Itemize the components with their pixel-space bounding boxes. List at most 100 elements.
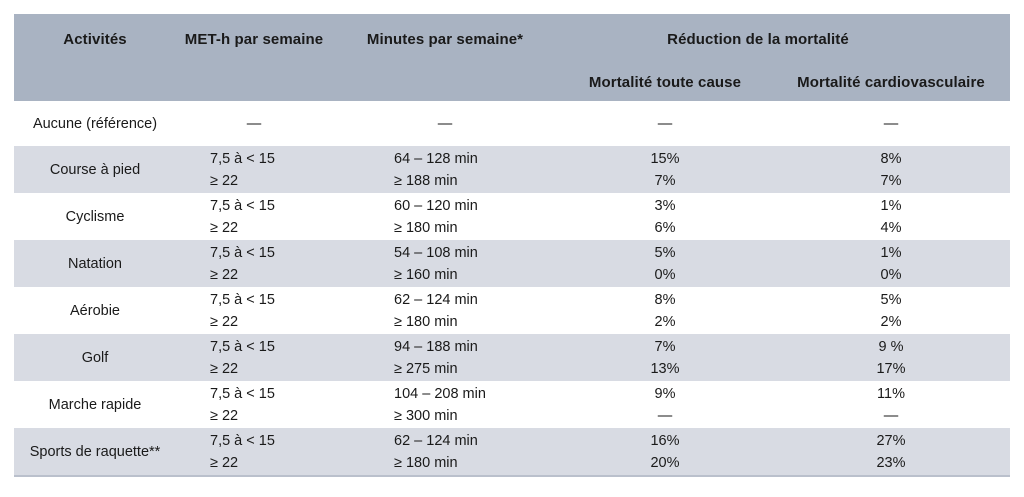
cell-line: 7% (654, 338, 676, 355)
cell-line: 4% (880, 219, 902, 236)
cell-line: ≥ 275 min (394, 360, 458, 377)
cell-line: ≥ 180 min (394, 219, 458, 236)
column-header-all-cause-mortality: Mortalité toute cause (588, 74, 742, 91)
activity-cell: Sports de raquette** (29, 443, 161, 460)
all-cause-cell: 16% 20% (558, 428, 772, 475)
minutes-cell: 54 – 108 min ≥ 160 min (332, 240, 558, 287)
cell-line: ≥ 180 min (394, 454, 458, 471)
cardio-cell: 9 % 17% (772, 334, 1010, 381)
table-row: Marche rapide 7,5 à < 15 ≥ 22 104 – 208 m… (14, 381, 1010, 428)
table-row: Cyclisme 7,5 à < 15 ≥ 22 60 – 120 min ≥ 18… (14, 193, 1010, 240)
cell-line: 16% (650, 432, 680, 449)
all-cause-cell: 3% 6% (558, 193, 772, 240)
cell-line: — (883, 407, 899, 424)
all-cause-cell: 7% 13% (558, 334, 772, 381)
cell-line: 7,5 à < 15 (210, 385, 275, 402)
table-header: Activités MET-h par semaine Minutes par … (14, 14, 1010, 101)
cell-line: ≥ 22 (210, 313, 239, 330)
all-cause-cell: — (657, 115, 673, 132)
cell-line: 62 – 124 min (394, 432, 478, 449)
column-header-activities: Activités (63, 30, 127, 48)
cell-line: 20% (650, 454, 680, 471)
minutes-cell: — (437, 115, 453, 132)
cell-line: 1% (880, 244, 902, 261)
column-header-group-mortality-reduction: Réduction de la mortalité (667, 30, 849, 48)
cell-line: 7% (654, 172, 676, 189)
cardio-cell: 11% — (772, 381, 1010, 428)
minutes-cell: 60 – 120 min ≥ 180 min (332, 193, 558, 240)
cell-line: 6% (654, 219, 676, 236)
cardio-cell: 1% 0% (772, 240, 1010, 287)
met-cell: 7,5 à < 15 ≥ 22 (176, 428, 332, 475)
cell-line: 104 – 208 min (394, 385, 486, 402)
cell-line: 94 – 188 min (394, 338, 478, 355)
met-cell: 7,5 à < 15 ≥ 22 (176, 193, 332, 240)
cell-line: 7,5 à < 15 (210, 150, 275, 167)
cell-line: ≥ 22 (210, 266, 239, 283)
activity-cell: Course à pied (49, 161, 141, 178)
cell-line: ≥ 22 (210, 407, 239, 424)
mortality-reduction-table: Activités MET-h par semaine Minutes par … (14, 14, 1010, 477)
activity-cell: Aucune (référence) (32, 115, 158, 132)
cell-line: 27% (876, 432, 906, 449)
table-body: Course à pied 7,5 à < 15 ≥ 22 64 – 128 mi… (14, 146, 1010, 475)
cell-line: 11% (877, 385, 905, 402)
all-cause-cell: 15% 7% (558, 146, 772, 193)
minutes-cell: 62 – 124 min ≥ 180 min (332, 428, 558, 475)
cell-line: 0% (654, 266, 676, 283)
cell-line: 23% (876, 454, 906, 471)
cell-line: 0% (880, 266, 902, 283)
cardio-cell: 5% 2% (772, 287, 1010, 334)
all-cause-cell: 5% 0% (558, 240, 772, 287)
cell-line: 7,5 à < 15 (210, 197, 275, 214)
cell-line: ≥ 188 min (394, 172, 458, 189)
all-cause-cell: 8% 2% (558, 287, 772, 334)
all-cause-cell: 9% — (558, 381, 772, 428)
cell-line: 60 – 120 min (394, 197, 478, 214)
cell-line: 64 – 128 min (394, 150, 478, 167)
cell-line: 7,5 à < 15 (210, 291, 275, 308)
cell-line: ≥ 160 min (394, 266, 458, 283)
cell-line: 15% (650, 150, 680, 167)
cell-line: 8% (654, 291, 676, 308)
cardio-cell: 27% 23% (772, 428, 1010, 475)
cell-line: 54 – 108 min (394, 244, 478, 261)
cell-line: ≥ 22 (210, 219, 239, 236)
met-cell: 7,5 à < 15 ≥ 22 (176, 381, 332, 428)
column-header-cardiovascular-mortality: Mortalité cardiovasculaire (797, 74, 985, 91)
cardio-cell: 8% 7% (772, 146, 1010, 193)
minutes-cell: 62 – 124 min ≥ 180 min (332, 287, 558, 334)
cell-line: 3% (654, 197, 676, 214)
cell-line: 7% (880, 172, 902, 189)
cell-line: — (657, 407, 673, 424)
cardio-cell: — (883, 115, 899, 132)
cell-line: 13% (650, 360, 680, 377)
table-row: Course à pied 7,5 à < 15 ≥ 22 64 – 128 mi… (14, 146, 1010, 193)
cell-line: ≥ 22 (210, 454, 239, 471)
met-cell: 7,5 à < 15 ≥ 22 (176, 146, 332, 193)
activity-cell: Aérobie (70, 302, 120, 319)
cell-line: 7,5 à < 15 (210, 338, 275, 355)
cell-line: ≥ 22 (210, 360, 239, 377)
minutes-cell: 94 – 188 min ≥ 275 min (332, 334, 558, 381)
cell-line: 1% (880, 197, 902, 214)
cell-line: 2% (880, 313, 902, 330)
cell-line: 9% (654, 385, 676, 402)
cell-line: 17% (876, 360, 906, 377)
table-row: Aérobie 7,5 à < 15 ≥ 22 62 – 124 min ≥ 180… (14, 287, 1010, 334)
met-cell: 7,5 à < 15 ≥ 22 (176, 240, 332, 287)
met-cell: — (246, 115, 262, 132)
cell-line: 8% (880, 150, 902, 167)
column-header-minutes: Minutes par semaine* (366, 30, 524, 48)
minutes-cell: 104 – 208 min ≥ 300 min (332, 381, 558, 428)
activity-cell: Marche rapide (48, 396, 142, 413)
cell-line: 62 – 124 min (394, 291, 478, 308)
cell-line: 2% (654, 313, 676, 330)
activity-cell: Natation (67, 255, 122, 272)
activity-cell: Golf (81, 349, 109, 366)
table-row: Sports de raquette** 7,5 à < 15 ≥ 22 62 –… (14, 428, 1010, 475)
met-cell: 7,5 à < 15 ≥ 22 (176, 334, 332, 381)
minutes-cell: 64 – 128 min ≥ 188 min (332, 146, 558, 193)
cell-line: 9 % (878, 338, 904, 355)
cell-line: 5% (880, 291, 902, 308)
